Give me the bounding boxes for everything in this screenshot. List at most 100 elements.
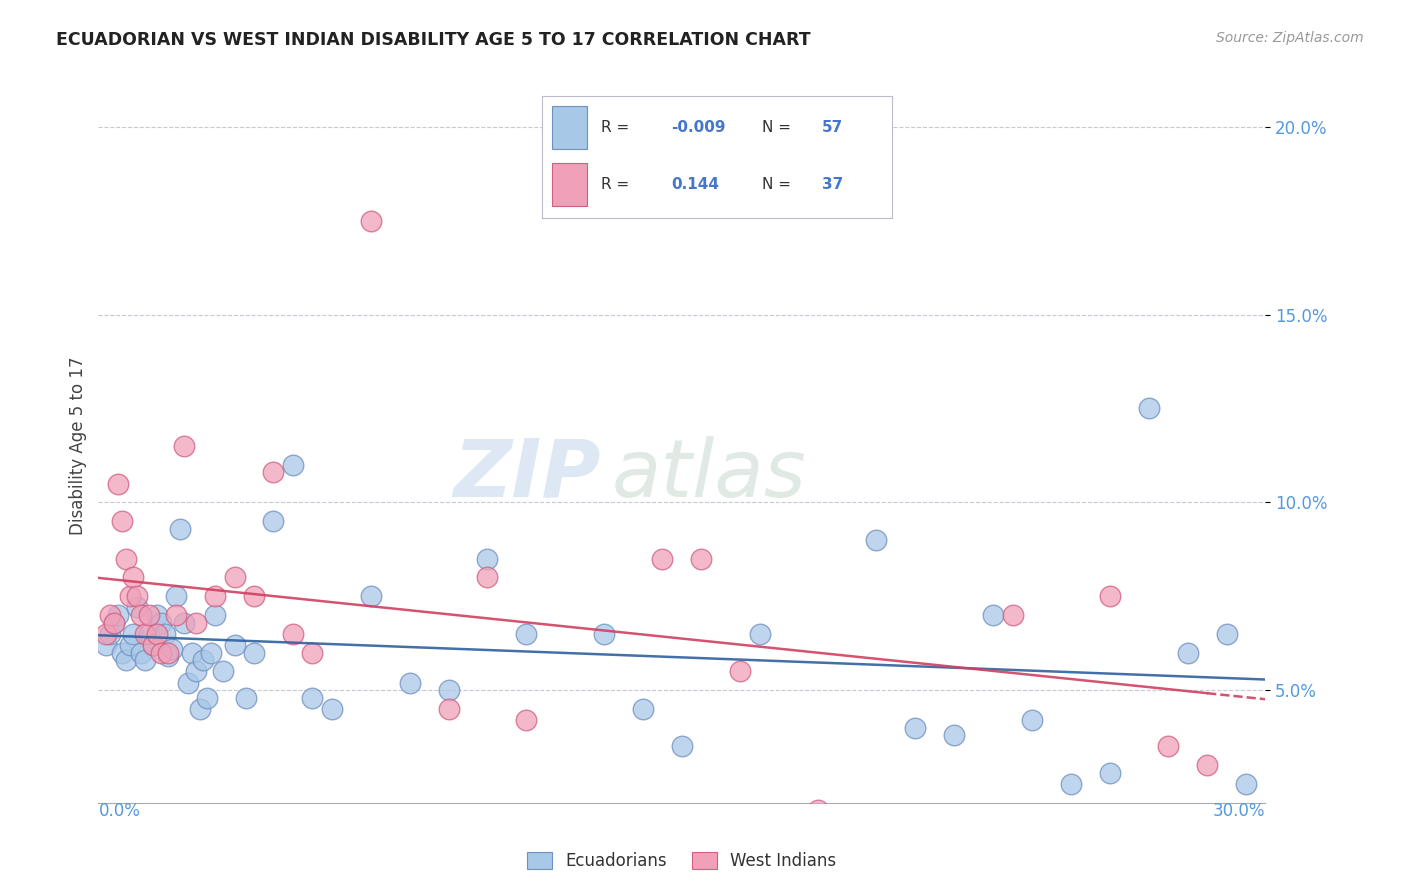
Point (943, 728, 966, 742)
Point (477, 551, 499, 566)
Point (142, 638, 165, 652)
Point (146, 607, 169, 622)
Point (1215, 627, 1237, 641)
Point (437, 702, 460, 716)
Point (98, 627, 121, 641)
Point (153, 627, 176, 641)
Point (262, 465, 284, 479)
Point (193, 653, 215, 667)
Point (103, 615, 125, 630)
Point (157, 649, 180, 664)
Point (1060, 777, 1083, 791)
Point (1098, 589, 1121, 603)
Point (224, 570, 246, 584)
Point (146, 627, 169, 641)
Text: 0.0%: 0.0% (98, 802, 141, 820)
Point (1098, 765, 1121, 780)
Point (728, 665, 751, 679)
Point (142, 638, 165, 652)
Point (157, 646, 180, 660)
Point (281, 627, 304, 641)
Point (1001, 607, 1024, 622)
Point (149, 615, 172, 630)
Point (301, 646, 323, 660)
Point (321, 702, 343, 716)
Point (98, 607, 121, 622)
Point (96, 627, 118, 641)
Point (1157, 739, 1180, 754)
Point (173, 439, 195, 453)
Point (360, 213, 382, 227)
Point (180, 646, 202, 660)
Point (243, 589, 266, 603)
Text: ZIP: ZIP (453, 435, 600, 514)
Point (107, 476, 129, 491)
Point (138, 607, 160, 622)
Point (301, 690, 323, 705)
Point (165, 607, 187, 622)
Point (281, 458, 304, 472)
Point (103, 615, 125, 630)
Point (111, 646, 134, 660)
Point (162, 641, 184, 656)
Point (360, 589, 382, 603)
Point (437, 683, 460, 698)
Point (515, 627, 537, 641)
Legend: Ecuadorians, West Indians: Ecuadorians, West Indians (520, 845, 844, 877)
Point (134, 627, 156, 641)
Point (593, 627, 616, 641)
Point (1234, 777, 1257, 791)
Point (134, 653, 156, 667)
Point (149, 646, 172, 660)
Point (904, 721, 927, 735)
Point (107, 607, 129, 622)
Point (138, 627, 160, 641)
Point (200, 646, 222, 660)
Point (224, 638, 246, 652)
Point (184, 615, 207, 630)
Point (235, 690, 257, 705)
Point (212, 665, 235, 679)
Point (184, 665, 207, 679)
Point (122, 570, 145, 584)
Point (114, 551, 136, 566)
Point (262, 514, 284, 528)
Point (204, 607, 226, 622)
Point (127, 600, 149, 615)
Point (118, 638, 141, 652)
Y-axis label: Disability Age 5 to 17: Disability Age 5 to 17 (69, 357, 87, 535)
Point (118, 589, 141, 603)
Point (477, 570, 499, 584)
Point (114, 653, 136, 667)
Text: atlas: atlas (612, 435, 807, 514)
Point (188, 702, 211, 716)
Point (111, 514, 134, 528)
Point (1177, 646, 1199, 660)
Text: ECUADORIAN VS WEST INDIAN DISABILITY AGE 5 TO 17 CORRELATION CHART: ECUADORIAN VS WEST INDIAN DISABILITY AGE… (56, 31, 811, 49)
Point (169, 522, 191, 536)
Point (129, 646, 152, 660)
Point (671, 739, 693, 754)
Point (981, 607, 1004, 622)
Point (195, 690, 218, 705)
Point (690, 551, 713, 566)
Point (651, 551, 673, 566)
Text: 30.0%: 30.0% (1213, 802, 1265, 820)
Point (515, 713, 537, 727)
Point (1195, 758, 1218, 772)
Point (807, 803, 830, 817)
Point (165, 589, 187, 603)
Point (96, 638, 118, 652)
Point (204, 589, 226, 603)
Point (177, 675, 200, 690)
Point (122, 627, 145, 641)
Point (127, 589, 149, 603)
Point (173, 615, 195, 630)
Text: Source: ZipAtlas.com: Source: ZipAtlas.com (1216, 31, 1364, 45)
Point (865, 533, 887, 547)
Point (631, 702, 654, 716)
Point (129, 607, 152, 622)
Point (748, 627, 770, 641)
Point (398, 675, 420, 690)
Point (1137, 401, 1160, 416)
